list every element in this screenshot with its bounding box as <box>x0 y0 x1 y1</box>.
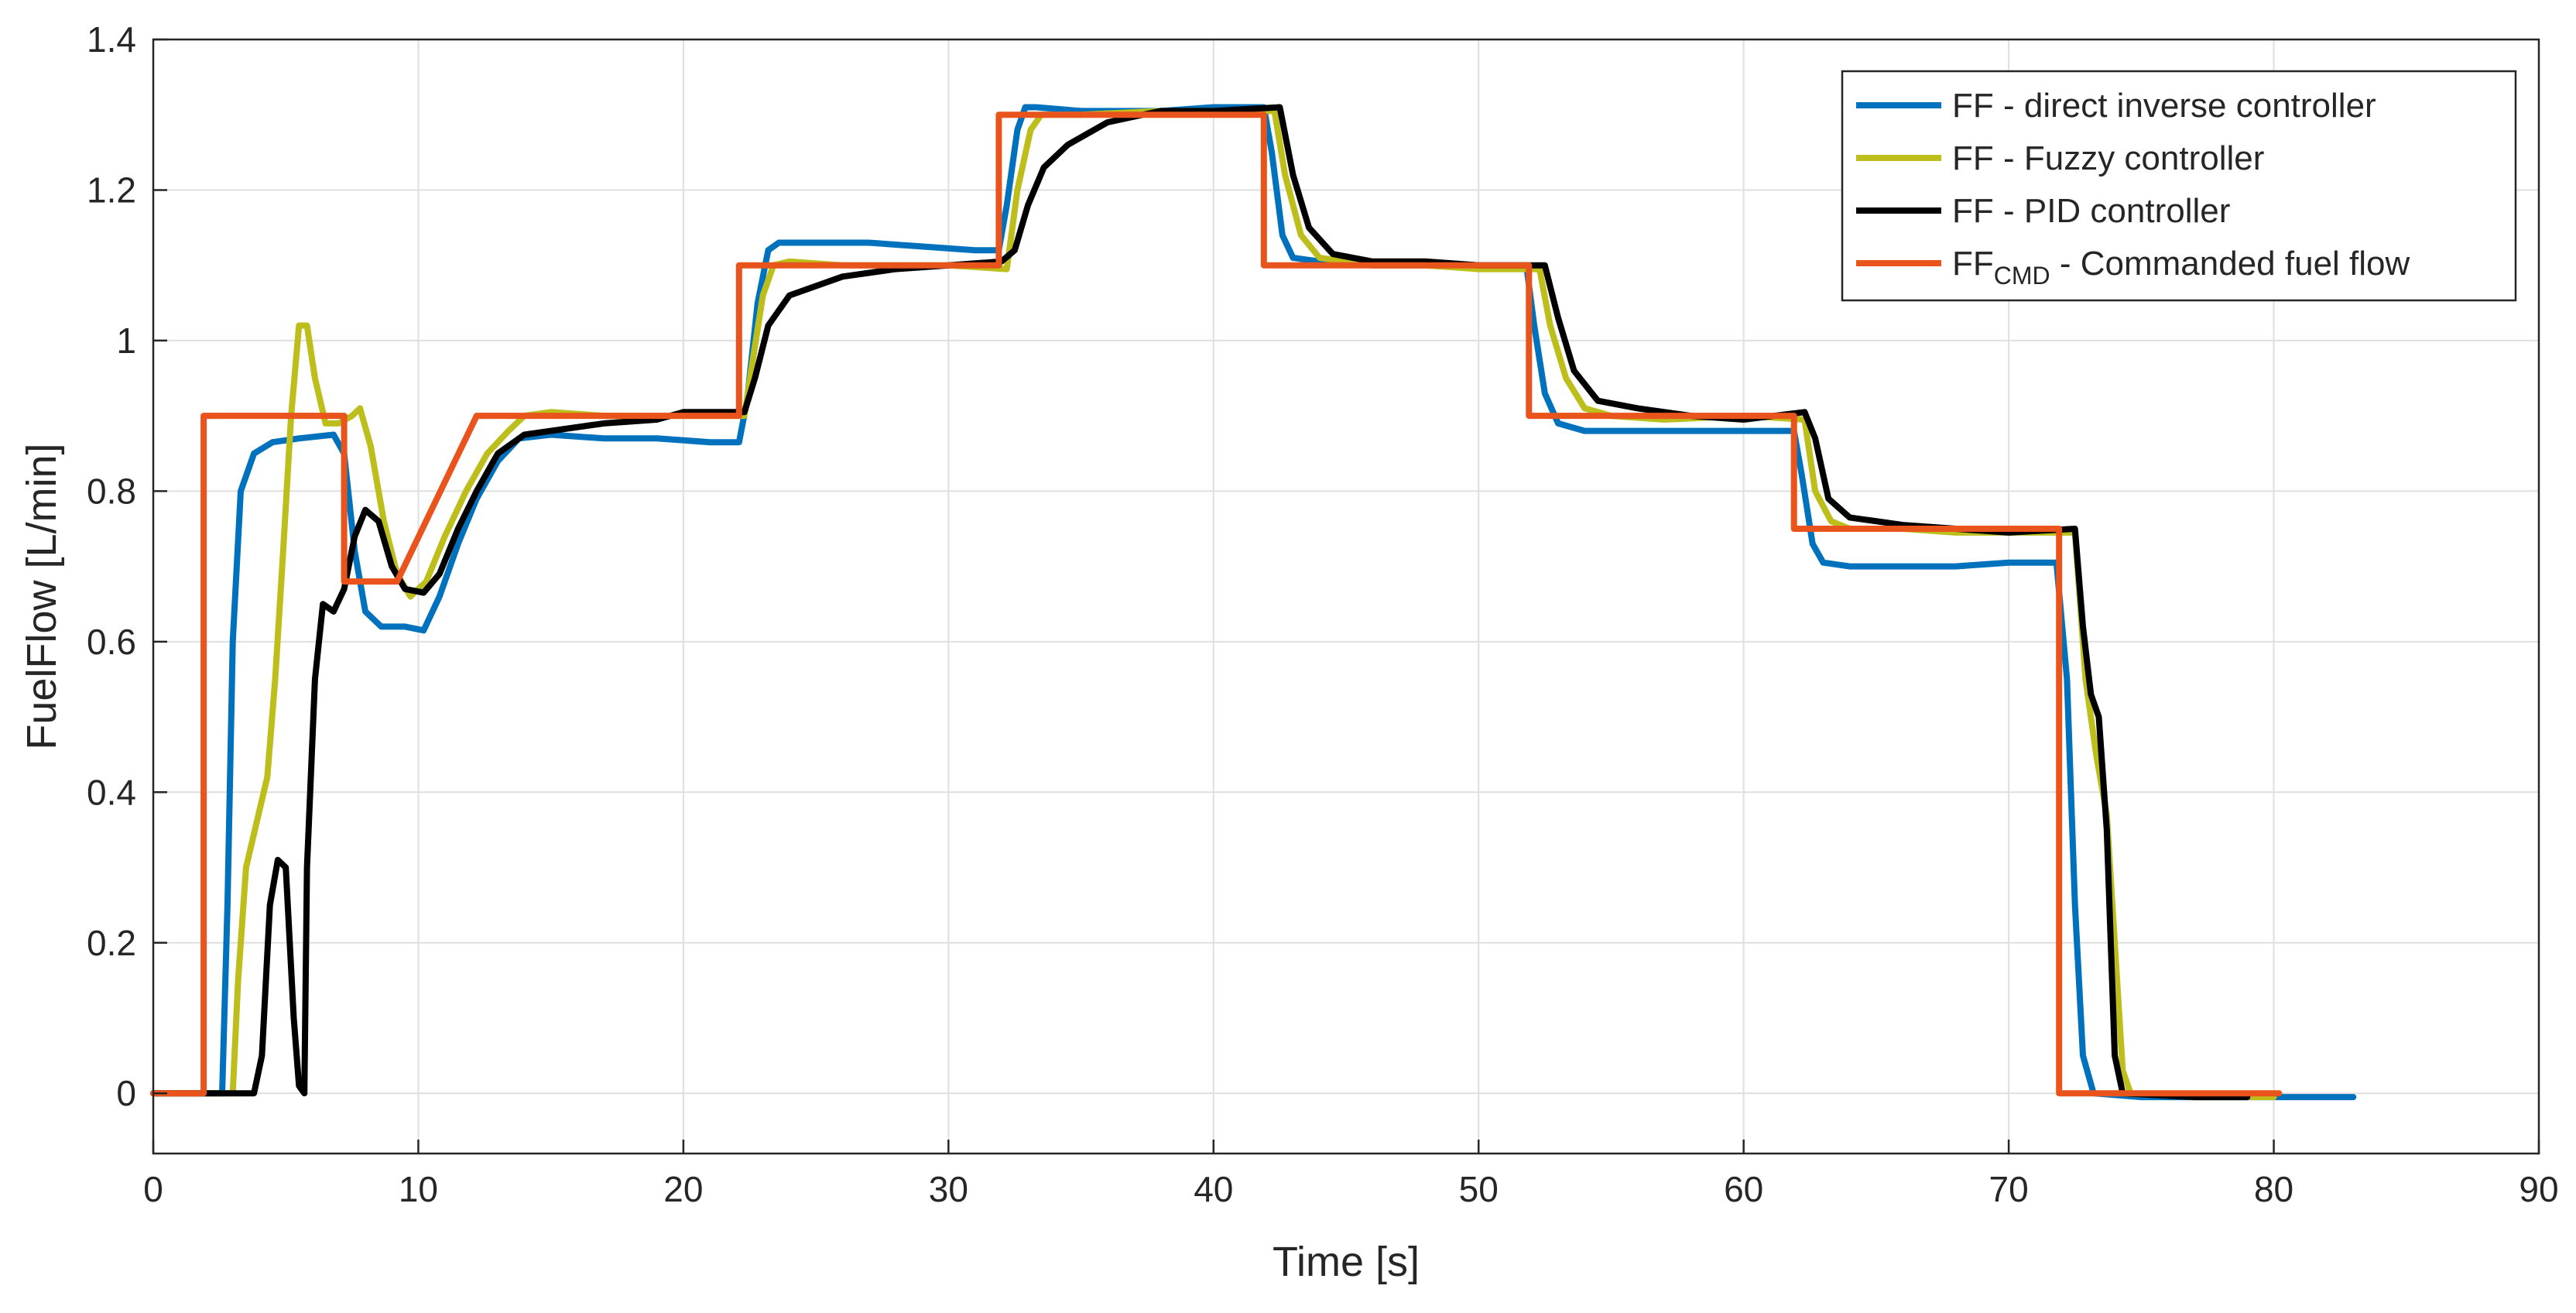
y-axis-label: FuelFlow [L/min] <box>19 443 65 749</box>
x-tick-label: 80 <box>2254 1169 2293 1209</box>
legend: FF - direct inverse controller FF - Fuzzy… <box>1841 70 2517 302</box>
x-axis-label: Time [s] <box>1273 1239 1420 1285</box>
y-tick-label: 1.4 <box>87 19 136 60</box>
series-line <box>150 104 2251 1101</box>
legend-entry: FF - PID controller <box>1952 192 2230 230</box>
y-tick-label: 0.8 <box>87 471 136 511</box>
x-tick-label: 40 <box>1194 1169 1233 1209</box>
legend-entry: FF - direct inverse controller <box>1952 87 2376 125</box>
y-tick-label: 0.4 <box>87 772 136 812</box>
series-line <box>150 111 2283 1097</box>
x-tick-label: 70 <box>1989 1169 2029 1209</box>
axis-ticks: 0 10 20 30 40 50 60 70 80 90 0 0.2 0.4 0.6 0.8 1 1.2 1.4 <box>87 19 2559 1209</box>
x-tick-label: 10 <box>399 1169 438 1209</box>
series-lines <box>150 104 2357 1101</box>
y-tick-label: 1 <box>116 321 136 361</box>
legend-entry: FFCMD - Commanded fuel flow <box>1952 245 2410 290</box>
y-tick-label: 0.6 <box>87 622 136 662</box>
plot-area-frame <box>152 38 2540 1155</box>
y-tick-label: 0 <box>116 1073 136 1113</box>
x-tick-label: 90 <box>2519 1169 2558 1209</box>
x-tick-label: 20 <box>663 1169 703 1209</box>
x-tick-label: 30 <box>929 1169 968 1209</box>
x-tick-label: 0 <box>143 1169 163 1209</box>
legend-entry: FF - Fuzzy controller <box>1952 139 2264 177</box>
series-line <box>150 104 2357 1101</box>
x-tick-label: 50 <box>1459 1169 1499 1209</box>
y-tick-label: 0.2 <box>87 923 136 963</box>
legend-box <box>1841 70 2517 302</box>
y-tick-label: 1.2 <box>87 170 136 210</box>
x-tick-label: 60 <box>1724 1169 1763 1209</box>
